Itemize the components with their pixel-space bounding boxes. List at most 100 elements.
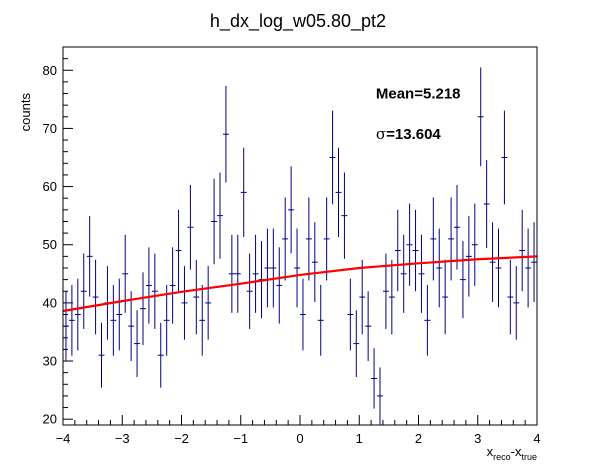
x-axis-title-base: x <box>487 444 494 459</box>
data-point <box>276 247 283 324</box>
data-point <box>282 197 289 281</box>
data-point <box>489 222 496 303</box>
data-point <box>454 184 460 270</box>
data-point <box>412 209 419 292</box>
data-point <box>347 278 354 351</box>
y-tick-label: 30 <box>43 354 57 369</box>
data-point <box>525 228 532 308</box>
data-point <box>98 322 105 388</box>
data-point <box>501 110 508 205</box>
data-point <box>305 197 312 281</box>
data-point <box>264 228 271 308</box>
data-point <box>205 266 212 340</box>
data-point <box>341 172 348 259</box>
data-point <box>353 310 360 377</box>
x-axis-title-sub1: reco <box>493 452 511 462</box>
data-point <box>217 172 223 259</box>
data-point <box>134 310 141 377</box>
data-point <box>246 253 253 329</box>
data-point <box>151 253 158 329</box>
data-point <box>187 184 194 270</box>
data-point <box>424 284 431 356</box>
y-axis-title: counts <box>18 93 33 132</box>
data-points <box>63 67 537 425</box>
data-point <box>211 178 218 265</box>
y-tick-label: 70 <box>43 121 57 136</box>
data-point <box>92 259 99 335</box>
y-tick-label: 20 <box>43 412 57 427</box>
data-point <box>116 278 123 351</box>
data-point <box>222 85 229 183</box>
data-point <box>400 234 407 313</box>
data-point <box>531 222 537 303</box>
data-point <box>169 247 176 324</box>
y-axis-title-text: counts <box>18 93 33 132</box>
x-tick-label: −2 <box>174 431 189 446</box>
data-point <box>483 160 490 248</box>
data-point <box>418 234 425 313</box>
data-point <box>181 266 188 340</box>
x-tick-label: −3 <box>115 431 130 446</box>
x-axis-ticks: −4 −3 −2 −1 0 1 2 3 4 <box>56 415 541 446</box>
data-point <box>175 209 182 292</box>
data-point <box>477 67 484 167</box>
y-tick-label: 40 <box>43 295 57 310</box>
data-point <box>145 247 152 324</box>
x-tick-label: 2 <box>415 431 422 446</box>
data-point <box>459 241 466 319</box>
data-point <box>495 228 502 308</box>
x-axis-title-sub2: true <box>521 452 537 462</box>
y-tick-label: 60 <box>43 179 57 194</box>
sigma-symbol: σ <box>376 125 386 143</box>
x-tick-label: −4 <box>56 431 71 446</box>
fit-line <box>62 255 538 313</box>
x-tick-label: 0 <box>296 431 303 446</box>
data-point <box>140 272 146 346</box>
chart-title: h_dx_log_w05.80_pt2 <box>210 11 386 32</box>
data-point <box>80 253 87 329</box>
data-point <box>240 147 247 238</box>
stat-annotation: Mean=5.218 <box>376 86 461 103</box>
data-point <box>193 259 200 335</box>
data-point <box>86 216 93 297</box>
y-tick-label: 80 <box>43 63 57 78</box>
data-point <box>465 216 472 297</box>
data-point <box>228 234 235 313</box>
data-point <box>110 284 117 356</box>
data-point <box>199 284 206 356</box>
data-point <box>406 203 413 286</box>
data-point <box>436 228 443 308</box>
y-tick-label: 50 <box>43 237 57 252</box>
x-axis-title: xreco-xtrue <box>487 444 537 462</box>
data-point <box>300 278 306 351</box>
data-point <box>317 284 324 356</box>
sigma-value: =13.604 <box>386 126 441 143</box>
data-point <box>74 278 81 351</box>
data-point <box>448 197 455 281</box>
data-point <box>68 284 75 356</box>
data-point <box>323 197 330 281</box>
data-point <box>507 259 514 335</box>
x-tick-label: −1 <box>233 431 248 446</box>
data-point <box>288 166 295 254</box>
data-point <box>335 147 342 238</box>
data-point <box>163 284 170 356</box>
data-point <box>234 234 241 313</box>
data-point <box>270 228 277 308</box>
data-point <box>63 291 69 362</box>
plot-frame <box>62 46 538 426</box>
stat-annotation: σ=13.604 <box>376 125 442 143</box>
x-tick-label: 4 <box>533 431 540 446</box>
fit-curve <box>62 255 538 313</box>
stats-annotations: Mean=5.218 σ=13.604 <box>376 86 461 144</box>
data-point <box>311 222 318 303</box>
data-point <box>128 291 135 362</box>
data-point <box>513 266 520 340</box>
data-point <box>519 209 526 292</box>
data-point <box>430 197 437 281</box>
data-point <box>365 291 372 362</box>
y-axis-ticks: 20 30 40 50 60 70 80 <box>43 46 73 427</box>
data-point <box>377 367 383 425</box>
